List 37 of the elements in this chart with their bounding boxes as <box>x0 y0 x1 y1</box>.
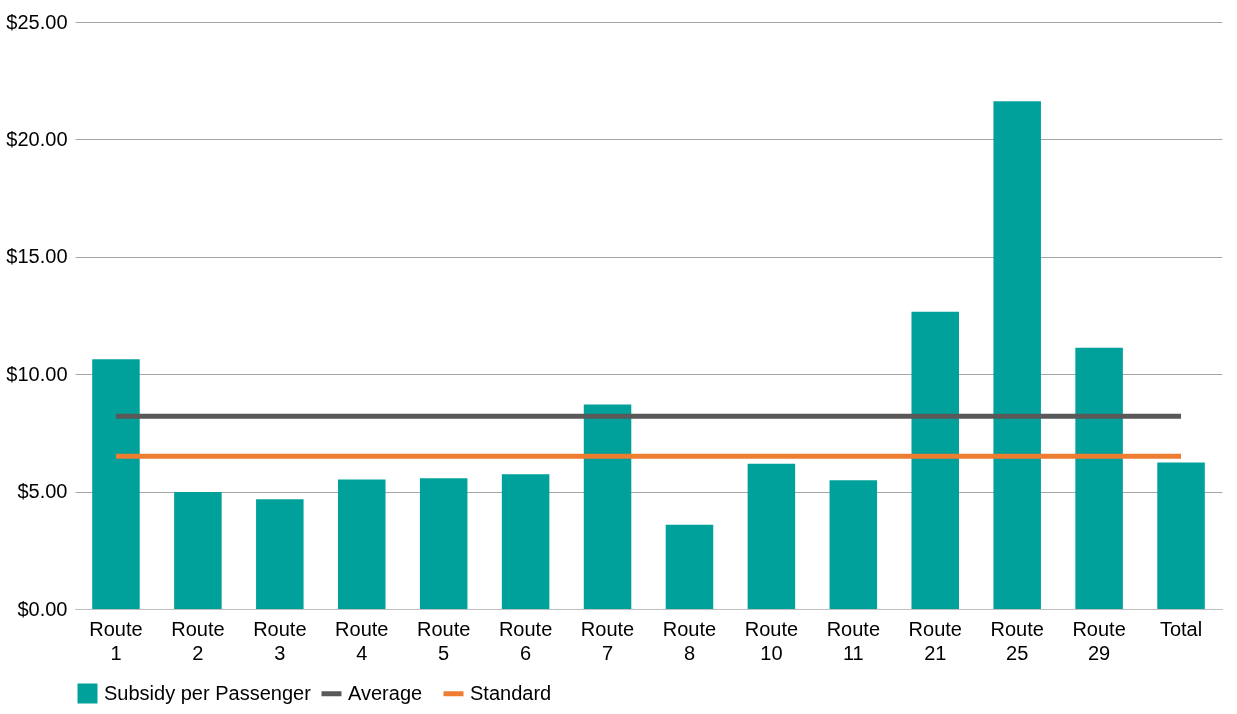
x-tick-label: Total <box>1159 617 1203 640</box>
y-tick-label: $0.00 <box>17 597 68 620</box>
bar <box>829 480 878 609</box>
bar <box>583 404 632 609</box>
x-tick-label: Route 2 <box>171 617 225 664</box>
y-tick-label: $15.00 <box>6 245 68 268</box>
bar <box>665 524 714 609</box>
y-tick-label: $10.00 <box>6 362 68 385</box>
legend-label: Average <box>348 681 423 704</box>
x-tick-label: Route 10 <box>744 617 799 664</box>
legend-label: Standard <box>470 681 552 704</box>
y-tick-label: $5.00 <box>17 480 68 503</box>
x-tick-label: Route 11 <box>826 617 881 664</box>
x-tick-label: Route 4 <box>335 617 389 664</box>
bar <box>256 499 304 609</box>
bar <box>993 101 1041 609</box>
y-tick-label: $25.00 <box>6 10 68 33</box>
bar <box>337 479 386 609</box>
bar <box>911 311 960 609</box>
bar <box>1157 462 1205 609</box>
x-tick-label: Route 25 <box>990 617 1044 664</box>
y-tick-label: $20.00 <box>6 127 68 150</box>
bar <box>1075 347 1123 609</box>
x-tick-label: Route 29 <box>1072 617 1126 664</box>
bar <box>501 474 550 609</box>
bar <box>174 492 222 609</box>
bar <box>747 463 796 609</box>
x-tick-label: Route 3 <box>253 617 307 664</box>
bar <box>92 359 140 609</box>
x-tick-label: Route 8 <box>662 617 717 664</box>
x-tick-label: Route 7 <box>580 617 635 664</box>
x-tick-label: Route 1 <box>89 617 143 664</box>
bar <box>419 478 468 609</box>
x-tick-label: Route 6 <box>498 617 553 664</box>
legend-label: Subsidy per Passenger <box>104 681 312 704</box>
x-tick-label: Route 5 <box>416 617 471 664</box>
x-tick-label: Route 21 <box>908 617 962 664</box>
